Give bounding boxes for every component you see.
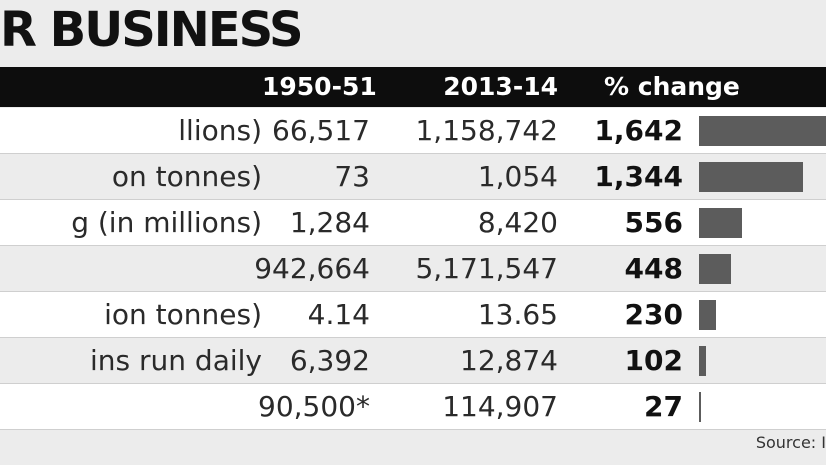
column-header-2013: 2013-14 xyxy=(443,72,558,101)
row-label: g (in millions) xyxy=(71,206,262,239)
change-bar xyxy=(699,254,732,284)
percent-change: 27 xyxy=(644,390,683,423)
table-row: 942,664 5,171,547 448 xyxy=(0,246,826,292)
row-label xyxy=(0,246,262,292)
row-divider xyxy=(0,199,826,200)
percent-change: 1,344 xyxy=(594,160,683,193)
row-divider xyxy=(0,153,826,154)
value-2013-14: 114,907 xyxy=(442,390,558,423)
value-2013-14: 1,158,742 xyxy=(415,114,558,147)
change-bar xyxy=(699,116,826,146)
table-row: on tonnes) 73 1,054 1,344 xyxy=(0,154,826,200)
table-row: ins run daily 6,392 12,874 102 xyxy=(0,338,826,384)
row-divider xyxy=(0,291,826,292)
value-1950-51: 73 xyxy=(334,160,370,193)
value-2013-14: 5,171,547 xyxy=(415,252,558,285)
percent-change: 448 xyxy=(624,252,683,285)
change-bar xyxy=(699,300,716,330)
value-2013-14: 8,420 xyxy=(477,206,558,239)
value-1950-51: 90,500* xyxy=(258,390,370,423)
percent-change: 230 xyxy=(624,298,683,331)
value-1950-51: 1,284 xyxy=(289,206,370,239)
change-bar xyxy=(699,392,701,422)
percent-change: 1,642 xyxy=(594,114,683,147)
row-label: llions) xyxy=(178,114,262,147)
table-header-bar xyxy=(0,67,826,107)
row-label: ins run daily xyxy=(90,344,262,377)
change-bar xyxy=(699,208,742,238)
value-1950-51: 66,517 xyxy=(272,114,370,147)
change-bar xyxy=(699,162,803,192)
value-1950-51: 6,392 xyxy=(289,344,370,377)
chart-title: R BUSINESS xyxy=(0,2,300,58)
value-2013-14: 1,054 xyxy=(477,160,558,193)
change-bar xyxy=(699,346,707,376)
column-header-1950: 1950-51 xyxy=(262,72,377,101)
value-2013-14: 13.65 xyxy=(477,298,558,331)
value-2013-14: 12,874 xyxy=(460,344,558,377)
value-1950-51: 4.14 xyxy=(307,298,370,331)
row-divider xyxy=(0,429,826,430)
table-row: g (in millions) 1,284 8,420 556 xyxy=(0,200,826,246)
value-1950-51: 942,664 xyxy=(254,252,370,285)
source-note: Source: I xyxy=(755,433,826,452)
table-row: ion tonnes) 4.14 13.65 230 xyxy=(0,292,826,338)
row-label xyxy=(0,384,262,430)
table-row: llions) 66,517 1,158,742 1,642 xyxy=(0,108,826,154)
row-divider xyxy=(0,337,826,338)
row-label: on tonnes) xyxy=(111,160,262,193)
percent-change: 102 xyxy=(624,344,683,377)
table-row: 90,500* 114,907 27 xyxy=(0,384,826,430)
row-divider xyxy=(0,245,826,246)
percent-change: 556 xyxy=(624,206,683,239)
row-divider xyxy=(0,383,826,384)
row-label: ion tonnes) xyxy=(104,298,262,331)
column-header-change: % change xyxy=(604,72,740,101)
